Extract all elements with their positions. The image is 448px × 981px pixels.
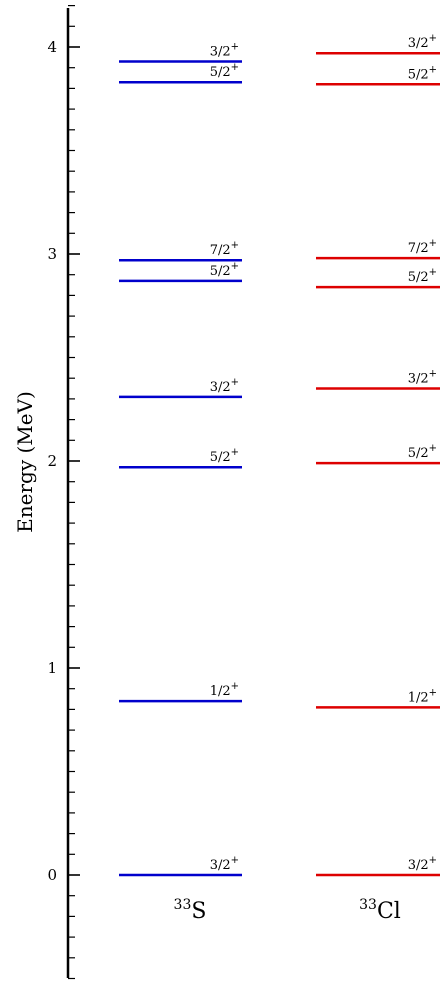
series-33Cl: 3/2+ 1/2+ 5/2+ 3/2+ 5/2+ 7/2+ 5/2+ 3/2+ 33Cl [316, 33, 440, 924]
y-tick-label: 0 [47, 866, 57, 884]
spin-parity-label: 3/2+ [408, 855, 437, 873]
series-layer: 3/2+ 1/2+ 5/2+ 3/2+ 5/2+ 7/2+ 5/2+ 3/2+ 33S 3/2+ 1… [119, 33, 440, 924]
series-33S: 3/2+ 1/2+ 5/2+ 3/2+ 5/2+ 7/2+ 5/2+ 3/2+ 33S [119, 41, 242, 924]
spin-parity-label: 3/2+ [408, 369, 437, 387]
y-axis: 0 1 2 3 4 [47, 4, 80, 980]
y-axis-label: Energy (MeV) [13, 391, 37, 533]
spin-parity-label: 3/2+ [210, 855, 239, 873]
spin-parity-label: 5/2+ [210, 62, 239, 80]
spin-parity-label: 1/2+ [210, 681, 239, 699]
spin-parity-label: 7/2+ [210, 240, 239, 258]
spin-parity-label: 5/2+ [210, 447, 239, 465]
y-tick-label: 3 [47, 245, 57, 263]
spin-parity-label: 5/2+ [408, 443, 437, 461]
spin-parity-label: 1/2+ [408, 687, 437, 705]
spin-parity-label: 7/2+ [408, 238, 437, 256]
y-tick-label: 1 [47, 659, 57, 677]
spin-parity-label: 3/2+ [210, 377, 239, 395]
spin-parity-label: 5/2+ [210, 261, 239, 279]
y-tick-label: 4 [47, 38, 57, 56]
y-tick-label: 2 [47, 452, 57, 470]
spin-parity-label: 5/2+ [408, 64, 437, 82]
nucleus-label: 33Cl [359, 897, 401, 924]
spin-parity-label: 5/2+ [408, 267, 437, 285]
spin-parity-label: 3/2+ [408, 33, 437, 51]
nucleus-label: 33S [174, 897, 207, 924]
spin-parity-label: 3/2+ [210, 41, 239, 59]
